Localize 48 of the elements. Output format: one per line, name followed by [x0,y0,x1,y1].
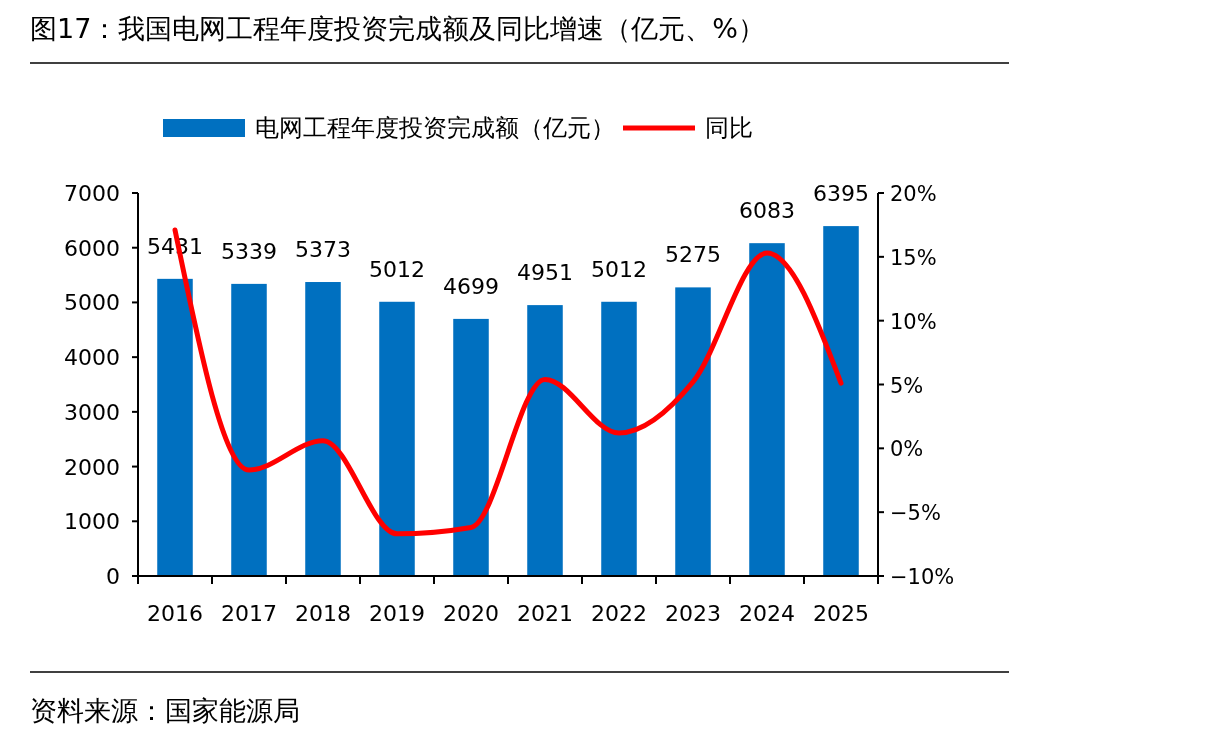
x-tick-label: 2018 [295,601,351,626]
legend-label: 同比 [705,114,753,142]
bar [601,301,637,576]
data-label: 5275 [665,242,721,268]
bar [231,283,267,576]
y2-tick-label: 5% [890,373,924,398]
y-tick-label: 5000 [64,290,120,316]
x-tick-label: 2016 [147,601,203,626]
x-tick-label: 2019 [369,601,425,626]
bar [305,282,341,576]
y2-tick-label: 15% [890,245,937,270]
x-tick-label: 2022 [591,601,647,626]
x-tick-label: 2024 [739,601,795,626]
y2-tick-label: 10% [890,309,937,334]
y2-tick-label: −10% [890,565,955,589]
y-tick-label: 4000 [64,345,120,371]
data-label: 5373 [295,237,351,263]
y-tick-label: 6000 [64,235,120,261]
y-tick-label: 0 [106,564,120,589]
text: 资料来源：国家能源局 [30,695,300,726]
y2-tick-label: 20% [890,182,937,206]
data-label: 6083 [739,198,795,224]
x-tick-label: 2020 [443,601,499,626]
x-tick-label: 2017 [221,601,277,626]
x-tick-label: 2023 [665,601,721,626]
y-tick-label: 3000 [64,399,120,425]
bar [379,301,415,576]
bar [453,318,489,576]
y-tick-label: 1000 [64,509,120,535]
data-label: 4951 [517,260,573,286]
data-label: 5012 [591,256,647,282]
bar [823,226,859,576]
data-label: 6395 [813,181,869,207]
y2-tick-label: 0% [890,437,924,462]
chart-title: 图17：我国电网工程年度投资完成额及同比增速（亿元、%） [30,13,766,44]
y-tick-label: 2000 [64,454,120,480]
data-label: 5012 [369,256,425,282]
bar [749,243,785,576]
bar [157,278,193,576]
x-tick-label: 2025 [813,601,869,626]
bar [675,287,711,576]
data-label: 5339 [221,238,277,264]
bar [527,305,563,576]
y-tick-label: 7000 [64,181,120,206]
legend-label: 电网工程年度投资完成额（亿元） [255,114,615,142]
x-tick-label: 2021 [517,601,573,626]
data-label: 4699 [443,273,499,299]
y2-tick-label: −5% [890,501,941,526]
